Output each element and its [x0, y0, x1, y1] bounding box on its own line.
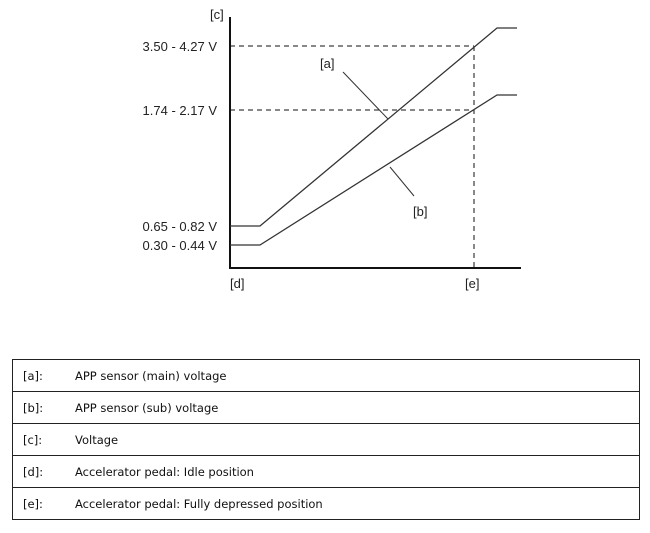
legend-key: [e]:: [12, 487, 75, 520]
legend-key: [a]:: [12, 359, 75, 392]
x-label-idle: [d]: [230, 276, 244, 291]
legend-key: [d]:: [12, 455, 75, 488]
curve-sub: [230, 94, 517, 246]
curve-label-b: [b]: [413, 204, 427, 219]
legend-text: Accelerator pedal: Fully depressed posit…: [75, 487, 640, 520]
curve-main: [230, 27, 517, 227]
legend-table: [a]: APP sensor (main) voltage [b]: APP se…: [12, 359, 640, 520]
leader-a: [342, 71, 389, 120]
table-row: [a]: APP sensor (main) voltage: [12, 359, 640, 392]
legend-text: Voltage: [75, 423, 640, 456]
table-row: [e]: Accelerator pedal: Fully depressed p…: [12, 487, 640, 520]
voltage-label: 0.65 - 0.82 V: [143, 219, 218, 234]
x-label-full: [e]: [465, 276, 479, 291]
table-row: [c]: Voltage: [12, 423, 640, 456]
table-row: [d]: Accelerator pedal: Idle position: [12, 455, 640, 488]
voltage-label: 3.50 - 4.27 V: [143, 39, 218, 54]
leader-b: [389, 166, 415, 197]
legend-key: [b]:: [12, 391, 75, 424]
y-axis-label: [c]: [210, 7, 224, 22]
legend-text: APP sensor (sub) voltage: [75, 391, 640, 424]
legend-text: APP sensor (main) voltage: [75, 359, 640, 392]
curve-label-a: [a]: [320, 56, 334, 71]
legend-text: Accelerator pedal: Idle position: [75, 455, 640, 488]
voltage-diagram: [c] 3.50 - 4.27 V 1.74 - 2.17 V 0.65 - 0…: [143, 7, 521, 291]
legend-key: [c]:: [12, 423, 75, 456]
voltage-label: 0.30 - 0.44 V: [143, 238, 218, 253]
table-row: [b]: APP sensor (sub) voltage: [12, 391, 640, 424]
voltage-label: 1.74 - 2.17 V: [143, 103, 218, 118]
